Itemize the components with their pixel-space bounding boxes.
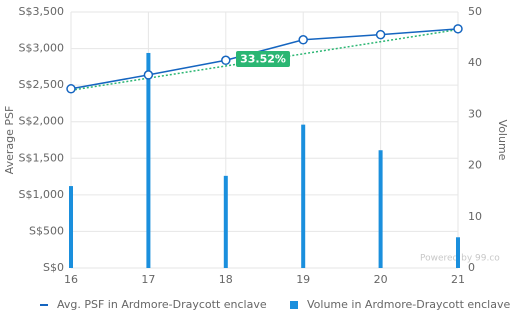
y-tick-label: S$3,500	[19, 5, 64, 18]
y-tick-label: S$2,500	[19, 78, 64, 91]
y-tick-label: S$1,500	[19, 151, 64, 164]
y-tick-label: S$1,000	[19, 188, 64, 201]
point	[453, 24, 463, 34]
y-axis-title: Average PSF	[3, 106, 16, 175]
y2-tick-label: 40	[468, 56, 482, 69]
x-tick-label: 16	[64, 273, 78, 286]
y2-tick-label: 30	[468, 107, 482, 120]
y2-axis-title: Volume	[496, 120, 509, 161]
legend-label: Avg. PSF in Ardmore-Draycott enclave	[57, 298, 267, 311]
y2-tick-label: 0	[468, 261, 475, 274]
watermark: Powered by 99.co	[420, 254, 500, 264]
legend-label: Volume in Ardmore-Draycott enclave	[307, 298, 510, 311]
trend-line	[70, 28, 459, 92]
annotation-box	[236, 51, 290, 67]
point	[375, 29, 386, 40]
x-tick-label: 20	[374, 273, 388, 286]
y-tick-label: S$0	[43, 261, 64, 274]
y-tick-label: S$2,000	[19, 115, 64, 128]
bar	[223, 175, 228, 268]
line	[70, 28, 459, 90]
point	[221, 55, 231, 66]
bar	[69, 186, 73, 268]
x-tick-label: 21	[451, 273, 465, 286]
y2-tick-label: 50	[468, 5, 482, 18]
y2-tick-label: 10	[468, 210, 482, 223]
bar	[301, 124, 306, 268]
x-tick-label: 18	[219, 273, 233, 286]
legend-swatch	[290, 301, 298, 309]
point	[298, 35, 308, 45]
y2-tick-label: 20	[468, 159, 482, 172]
point	[66, 84, 76, 94]
bar	[378, 150, 383, 268]
annotation: 33.52%	[240, 53, 286, 66]
y-tick-label: S$3,000	[19, 42, 64, 55]
bar	[456, 237, 460, 268]
point	[143, 70, 154, 80]
x-tick-label: 19	[296, 273, 310, 286]
bar	[146, 52, 151, 269]
x-tick-label: 17	[141, 273, 155, 286]
y-tick-label: S$500	[29, 224, 64, 237]
